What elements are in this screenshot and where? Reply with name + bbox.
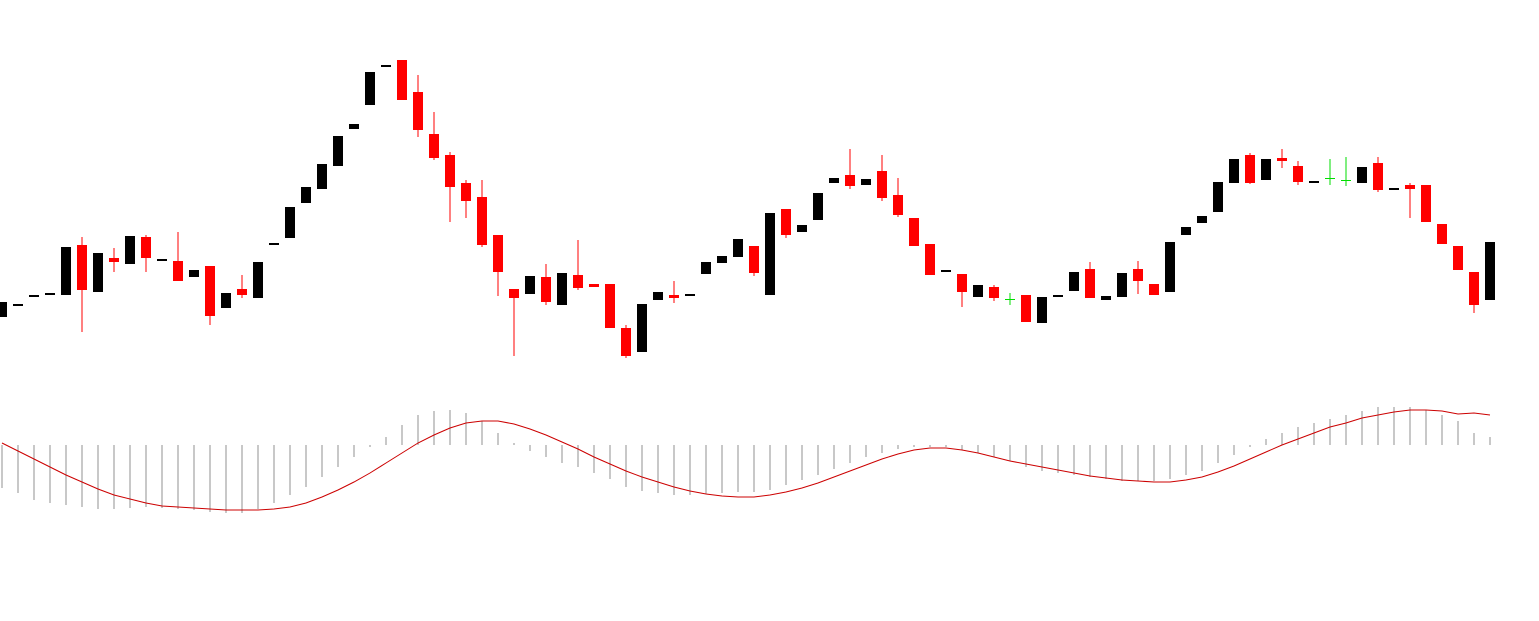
candle-body — [93, 253, 103, 292]
candle-body — [765, 213, 775, 295]
candle-body — [893, 195, 903, 215]
candle-body — [1357, 167, 1367, 183]
candle-body — [717, 256, 727, 263]
candle-body — [621, 328, 631, 356]
candle-body — [973, 285, 983, 297]
candle-body — [205, 266, 215, 316]
candle-body — [861, 179, 871, 185]
candle-body — [189, 270, 199, 277]
candle-body — [733, 239, 743, 257]
candle-body — [1069, 272, 1079, 291]
candle-body — [685, 294, 695, 296]
candle-body — [1229, 159, 1239, 183]
candle-body — [1293, 166, 1303, 182]
candle-body — [285, 207, 295, 238]
candle-body — [797, 225, 807, 232]
candle-body — [13, 304, 23, 306]
candle-body — [509, 289, 519, 298]
candle-body — [45, 293, 55, 295]
candle-body — [1277, 158, 1287, 161]
candle-body — [493, 235, 503, 272]
signal-line — [1, 409, 1491, 511]
candle-body — [845, 175, 855, 186]
candle-body — [1117, 273, 1127, 297]
candle-body — [1453, 246, 1463, 270]
candle-body — [1213, 182, 1223, 212]
candle-body — [173, 261, 183, 281]
candle-body — [301, 187, 311, 203]
candle-body — [477, 197, 487, 245]
candle-body — [669, 295, 679, 298]
candle-body — [525, 276, 535, 294]
candle-body — [605, 284, 615, 328]
candle-body — [461, 183, 471, 201]
candle-body — [1437, 224, 1447, 244]
candle-body — [1261, 159, 1271, 180]
candle-body — [1373, 163, 1383, 190]
candle-body — [0, 302, 7, 317]
candle-body — [1101, 296, 1111, 300]
candle-body — [1485, 242, 1495, 300]
candle-body — [1053, 295, 1063, 297]
candle-body — [829, 178, 839, 183]
candle-body — [1389, 188, 1399, 190]
candle-body — [429, 134, 439, 158]
candle-body — [1181, 227, 1191, 235]
candle-body — [1405, 185, 1415, 189]
candle-body — [589, 284, 599, 287]
candle-body — [141, 237, 151, 258]
candle-body — [877, 171, 887, 198]
candle-body — [237, 289, 247, 295]
candle-body — [1021, 295, 1031, 322]
candle-body — [61, 247, 71, 295]
candle-body — [397, 60, 407, 100]
candle-body — [157, 259, 167, 261]
candle-body — [1341, 180, 1351, 181]
candle-body — [557, 273, 567, 305]
candle-body — [813, 193, 823, 220]
candle-body — [317, 164, 327, 189]
candle-body — [1421, 185, 1431, 222]
candle-body — [909, 218, 919, 246]
candle-body — [1309, 181, 1319, 183]
candle-body — [957, 274, 967, 292]
candle-body — [109, 258, 119, 262]
candle-body — [365, 72, 375, 105]
candle-body — [445, 155, 455, 187]
candle-body — [1197, 216, 1207, 223]
candle-body — [941, 270, 951, 272]
candle-body — [253, 262, 263, 298]
candle-body — [781, 209, 791, 235]
candle-body — [29, 295, 39, 297]
candle-body — [125, 236, 135, 264]
candle-body — [1085, 269, 1095, 298]
candle-body — [413, 92, 423, 130]
candle-body — [989, 287, 999, 298]
candle-body — [749, 246, 759, 273]
candle-body — [333, 136, 343, 166]
candle-body — [381, 65, 391, 67]
candle-body — [925, 244, 935, 275]
candle-body — [1005, 299, 1015, 300]
candle-body — [1133, 269, 1143, 281]
candle-body — [1245, 155, 1255, 183]
candle-body — [221, 293, 231, 308]
candle-body — [573, 275, 583, 288]
candle-body — [637, 304, 647, 352]
candle-body — [1149, 284, 1159, 295]
candle-body — [1037, 297, 1047, 323]
candle-body — [269, 243, 279, 245]
candle-body — [349, 124, 359, 129]
candle-body — [77, 245, 87, 290]
candle-body — [1469, 272, 1479, 305]
candle-body — [1325, 178, 1335, 179]
candle-body — [653, 292, 663, 300]
candle-body — [1165, 242, 1175, 292]
candle-body — [541, 277, 551, 302]
candle-body — [701, 262, 711, 274]
